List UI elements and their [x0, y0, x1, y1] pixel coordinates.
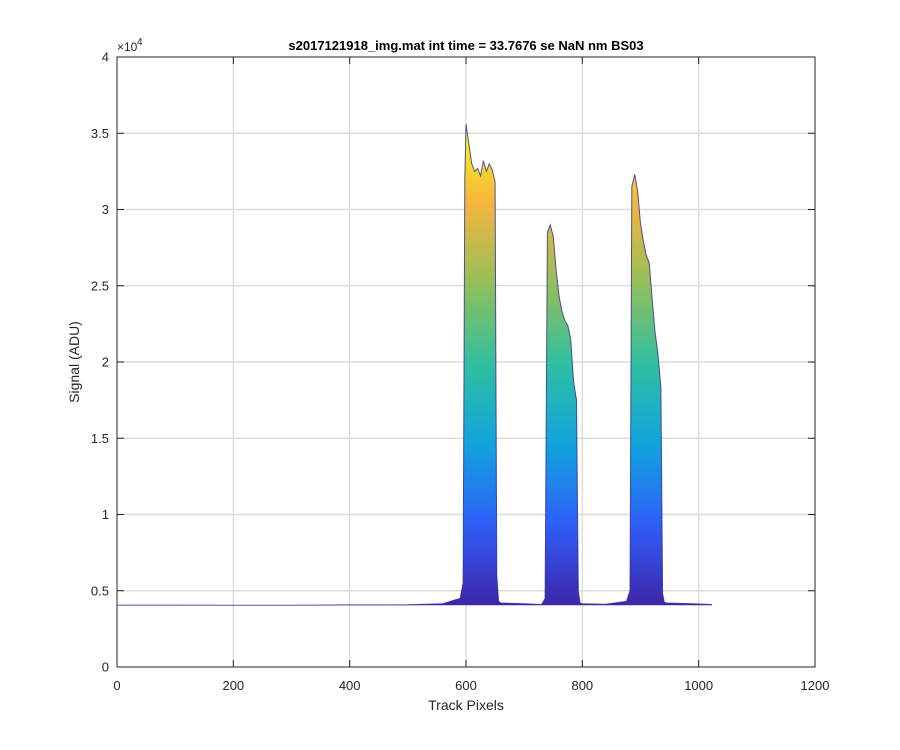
signal-baseline-trace	[116, 124, 713, 606]
y-exponent-base: ×10	[117, 40, 138, 54]
x-tick-label: 1200	[801, 678, 830, 693]
y-tick-label: 0.5	[91, 583, 109, 598]
x-tick-label: 800	[571, 678, 593, 693]
y-tick-label: 4	[102, 50, 109, 65]
x-axis-label: Track Pixels	[428, 697, 504, 713]
y-exponent: ×10 4	[117, 37, 143, 54]
chart-title: s2017121918_img.mat int time = 33.7676 s…	[288, 38, 643, 53]
y-tick-label: 2.5	[91, 278, 109, 293]
signal-area	[117, 124, 712, 606]
y-tick-label: 1	[102, 507, 109, 522]
x-tick-label: 1000	[684, 678, 713, 693]
y-exponent-power: 4	[137, 37, 143, 48]
y-tick-label: 0	[102, 660, 109, 675]
x-tick-label: 0	[113, 678, 120, 693]
x-tick-label: 600	[455, 678, 477, 693]
ticks: 0 200 400 600 800 1000 1200 0 0.5 1 1.5 2 2.5 3 3.5 4	[91, 50, 830, 694]
y-tick-label: 3.5	[91, 126, 109, 141]
x-tick-label: 200	[222, 678, 244, 693]
x-tick-label: 400	[339, 678, 361, 693]
data-layer	[116, 124, 713, 606]
y-tick-label: 2	[102, 355, 109, 370]
y-tick-label: 1.5	[91, 431, 109, 446]
y-tick-label: 3	[102, 202, 109, 217]
y-axis-label: Signal (ADU)	[66, 321, 82, 403]
